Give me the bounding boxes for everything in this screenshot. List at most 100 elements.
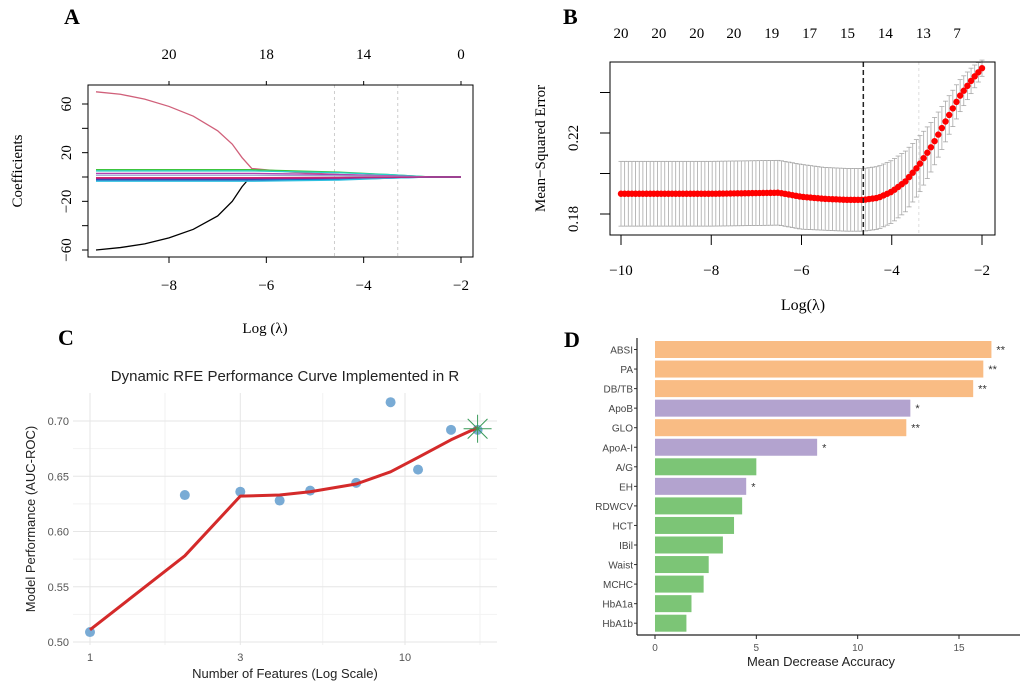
category-label: IBil [619, 541, 633, 552]
mse-point [938, 124, 946, 132]
plot-frame [87, 84, 474, 258]
bar [655, 360, 984, 378]
y-tick-label: 0.22 [566, 125, 582, 151]
mse-point [978, 65, 986, 72]
mse-point [916, 160, 924, 167]
top-tick-label: 20 [726, 26, 741, 42]
category-label: HbA1a [602, 600, 633, 611]
significance-marker: * [751, 481, 756, 493]
top-tick-label: 19 [764, 26, 779, 42]
significance-marker: ** [978, 384, 987, 396]
x-axis-label: Log (λ) [242, 321, 287, 337]
top-tick-label: 15 [840, 26, 855, 42]
bar [655, 575, 704, 593]
x-tick-label: −6 [794, 263, 810, 279]
panel-label-b: B [563, 4, 578, 29]
mse-point [967, 77, 975, 85]
top-tick-label: 14 [356, 47, 372, 63]
mse-point [905, 173, 913, 181]
mse-point [935, 131, 942, 138]
x-tick-label: −8 [161, 278, 177, 294]
significance-marker: ** [988, 364, 997, 376]
category-label: HCT [612, 521, 633, 532]
significance-marker: ** [911, 423, 920, 435]
optimum-star-ray [467, 428, 478, 439]
x-tick-label: −8 [703, 263, 719, 279]
x-tick-label: −4 [884, 263, 900, 279]
top-tick-label: 17 [802, 26, 818, 42]
significance-marker: * [915, 403, 920, 415]
mse-point [956, 92, 964, 99]
panel-label-d: D [564, 327, 580, 352]
x-axis-label: Log(λ) [781, 297, 825, 314]
category-label: GLO [612, 424, 633, 435]
category-label: Waist [608, 561, 633, 572]
mse-point [927, 144, 935, 151]
x-tick-label: −2 [974, 263, 990, 279]
category-label: MCHC [603, 580, 633, 591]
data-point [179, 490, 190, 501]
mse-point [902, 178, 909, 185]
coefficient-path [95, 91, 461, 178]
data-point [446, 424, 457, 435]
mse-point [909, 169, 916, 176]
x-tick-label: −4 [356, 278, 372, 294]
category-label: ApoA-I [602, 443, 633, 454]
x-tick-label: 5 [754, 643, 760, 654]
top-tick-label: 13 [916, 26, 931, 42]
category-label: PA [620, 365, 633, 376]
significance-marker: ** [996, 345, 1005, 357]
y-axis-label: Model Performance (AUC-ROC) [23, 426, 38, 612]
top-tick-label: 18 [259, 47, 274, 63]
mse-point [971, 73, 978, 80]
mse-point [975, 69, 982, 76]
top-tick-label: 7 [953, 26, 961, 42]
coefficient-path [96, 176, 461, 179]
mse-point [960, 87, 967, 94]
y-tick-label: 20 [59, 145, 75, 160]
x-tick-label: 15 [953, 643, 965, 654]
coefficient-path [95, 176, 461, 251]
bar [655, 341, 992, 358]
bar [655, 516, 735, 534]
bar [655, 438, 818, 456]
top-tick-label: 0 [457, 47, 465, 63]
category-label: ABSI [610, 346, 633, 357]
y-tick-label: 0.50 [48, 637, 69, 649]
optimum-star-ray [477, 418, 488, 430]
data-point [385, 397, 396, 408]
category-label: HbA1b [602, 619, 633, 630]
category-label: DB/TB [604, 385, 634, 396]
bar [655, 614, 687, 632]
y-tick-label: 60 [59, 97, 75, 112]
x-axis-label: Number of Features (Log Scale) [192, 666, 378, 681]
mse-point [953, 98, 960, 106]
top-tick-label: 14 [878, 26, 894, 42]
top-tick-label: 20 [162, 47, 177, 63]
x-tick-label: 3 [237, 652, 243, 664]
bar [655, 419, 907, 437]
top-tick-label: 20 [651, 26, 666, 42]
category-label: ApoB [609, 404, 634, 415]
mse-point [945, 111, 953, 119]
x-tick-label: 0 [652, 643, 658, 654]
significance-marker: * [822, 442, 827, 454]
bar [655, 399, 911, 417]
mse-point [949, 105, 957, 112]
mse-point [942, 118, 949, 125]
category-label: RDWCV [595, 502, 633, 513]
x-axis-label: Mean Decrease Accuracy [747, 654, 896, 669]
mse-point [964, 82, 971, 90]
y-tick-label: 0.65 [48, 471, 69, 483]
panel-a-lasso-path: −8 −6 −4 −2 20 18 14 0 60 20 −20 −60 Coefficients Log… [10, 47, 474, 337]
top-tick-label: 20 [614, 26, 629, 42]
data-point [413, 464, 424, 475]
panel-d-importance: ABSI ** PA ** DB/TB ** ApoB * GLO ** ApoA-I * A/G EH *… [595, 338, 1020, 669]
bar [655, 477, 747, 495]
x-tick-label: −10 [609, 263, 632, 279]
y-axis-label: Coefficients [10, 134, 26, 207]
y-tick-label: −60 [59, 238, 75, 261]
mse-point [913, 165, 920, 172]
x-tick-label: −6 [258, 278, 274, 294]
